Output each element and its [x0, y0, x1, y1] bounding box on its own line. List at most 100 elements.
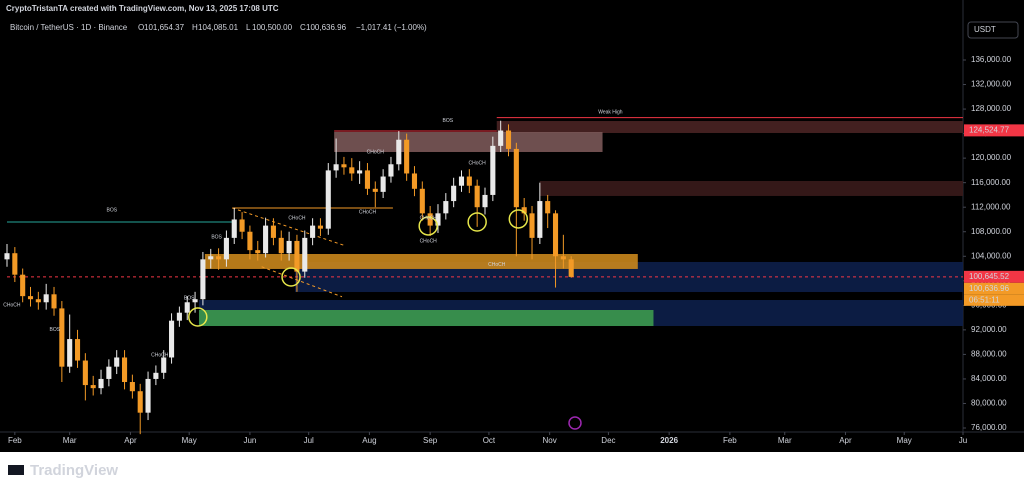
candle-body — [278, 237, 284, 254]
candle-body — [223, 237, 229, 260]
candle-body — [325, 170, 331, 229]
candle-body — [411, 173, 418, 189]
legend-value: 104,085.01 — [198, 23, 239, 32]
zone — [204, 254, 638, 269]
legend-key: L — [246, 23, 251, 32]
candle-body — [35, 299, 41, 303]
candle-body — [498, 130, 504, 146]
swing-circle — [281, 267, 301, 287]
candle-body — [404, 139, 410, 174]
candle-body — [419, 188, 425, 214]
candle-body — [106, 366, 112, 379]
candle-body — [247, 231, 253, 251]
legend-value: 101,654.37 — [144, 23, 185, 32]
y-tick-label: 120,000.00 — [971, 153, 1012, 162]
annotation: BOS — [50, 327, 61, 333]
candle-body — [552, 213, 559, 257]
chart-title: Bitcoin / TetherUS · 1D · Binance — [10, 23, 128, 32]
candle-body — [388, 164, 394, 177]
x-tick-label: May — [182, 436, 197, 445]
y-tick-label: 80,000.00 — [971, 399, 1007, 408]
y-tick-label: 92,000.00 — [971, 325, 1007, 334]
candle-body — [239, 219, 245, 232]
candle-body — [161, 357, 167, 373]
y-tick-label: 136,000.00 — [971, 55, 1012, 64]
candle-body — [286, 240, 292, 254]
candle-body — [521, 207, 527, 214]
price-label-box — [964, 124, 1024, 137]
y-tick-label: 76,000.00 — [971, 423, 1007, 432]
candle-body — [153, 372, 159, 379]
logo-mark — [8, 465, 24, 475]
candle-body — [192, 299, 198, 303]
currency-label[interactable]: USDT — [974, 25, 996, 34]
candle-body — [451, 185, 457, 202]
annotation: CHoCH — [488, 262, 506, 268]
price-label-box — [964, 282, 1024, 295]
annotation: BOS — [211, 234, 222, 240]
candle-body — [20, 274, 26, 297]
y-tick-label: 84,000.00 — [971, 374, 1007, 383]
candle-body — [121, 357, 128, 383]
swing-circle — [467, 212, 487, 232]
legend-key: O — [138, 23, 144, 32]
y-tick-label: 108,000.00 — [971, 227, 1012, 236]
y-tick-label: 128,000.00 — [971, 104, 1012, 113]
candle-body — [537, 201, 543, 238]
candle-body — [302, 237, 308, 272]
candle-body — [145, 378, 151, 413]
candle-body — [435, 213, 441, 226]
x-tick-label: Feb — [723, 436, 737, 445]
event-icon[interactable] — [568, 416, 582, 430]
y-tick-label: 112,000.00 — [971, 202, 1011, 211]
level-line — [232, 207, 347, 247]
x-tick-label: Dec — [601, 436, 615, 445]
candle-body — [263, 225, 269, 254]
candle-body — [529, 213, 535, 238]
x-tick-label: Ju — [959, 436, 967, 445]
candle-body — [466, 176, 472, 186]
candle-body — [427, 213, 433, 226]
price-label-box — [964, 270, 1024, 283]
countdown: 06:51:11 — [969, 295, 1000, 304]
annotation: CHoCH — [367, 149, 385, 155]
annotation: CHoCH — [151, 352, 169, 358]
candle-body — [129, 382, 135, 392]
candle-body — [513, 148, 519, 208]
price-label: 100,636.96 — [969, 284, 1010, 293]
swing-circle — [188, 307, 208, 327]
candle-body — [98, 378, 104, 389]
x-tick-label: Feb — [8, 436, 22, 445]
candle-body — [59, 308, 65, 367]
zone — [496, 121, 963, 133]
annotation: CHoCH — [420, 238, 438, 244]
candle-body — [490, 145, 496, 195]
y-tick-label: 132,000.00 — [971, 80, 1012, 89]
candle-body — [67, 339, 73, 367]
currency-button[interactable] — [967, 21, 1019, 39]
candle-body — [169, 320, 175, 358]
candle-body — [12, 253, 18, 275]
annotation: CHoCH — [288, 215, 306, 221]
candle-body — [216, 256, 222, 260]
zone — [198, 310, 654, 327]
candle-body — [43, 294, 49, 303]
candle-body — [184, 302, 190, 313]
candle-body — [317, 225, 323, 229]
legend-value: 100,500.00 — [252, 23, 293, 32]
candle-body — [27, 296, 34, 300]
x-tick-label: Nov — [543, 436, 557, 445]
annotation: BOS — [442, 118, 453, 124]
candle-body — [255, 250, 261, 254]
candle-body — [349, 167, 355, 174]
x-tick-label: Apr — [124, 436, 137, 445]
candle-body — [82, 360, 88, 386]
swing-circle — [508, 209, 529, 229]
candle-body — [545, 201, 551, 214]
y-tick-label: 116,000.00 — [971, 178, 1011, 187]
candle-body — [310, 225, 316, 238]
candle-body — [74, 339, 81, 361]
x-tick-label: 2026 — [660, 436, 678, 445]
candle-body — [114, 357, 120, 367]
